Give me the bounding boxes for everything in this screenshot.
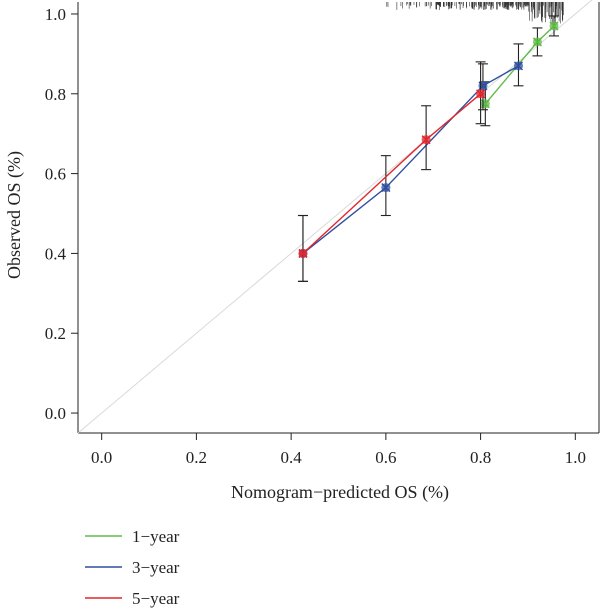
series-3-cross-marker xyxy=(298,248,308,258)
y-tick-label: 0.4 xyxy=(45,244,67,263)
x-tick-label: 0.6 xyxy=(375,448,396,467)
x-tick-label: 1.0 xyxy=(565,448,586,467)
ideal-reference-line xyxy=(77,0,593,434)
legend-label-3-year: 3−year xyxy=(132,558,180,577)
x-axis-title: Nomogram−predicted OS (%) xyxy=(231,482,449,503)
legend-label-1-year: 1−year xyxy=(132,527,180,546)
series-1-cross-marker xyxy=(549,21,559,31)
series-3-line-segment xyxy=(425,93,482,141)
series-1-line-segment xyxy=(484,41,538,105)
legend-label-5-year: 5−year xyxy=(132,589,180,608)
series-3-line-segment xyxy=(302,139,427,254)
y-tick-label: 0.6 xyxy=(45,165,66,184)
x-tick-label: 0.8 xyxy=(470,448,491,467)
y-axis-title: Observed OS (%) xyxy=(4,151,25,279)
y-tick-label: 1.0 xyxy=(45,5,66,24)
legend: 1−year 3−year 5−year xyxy=(85,527,180,608)
series-2-cross-marker xyxy=(381,183,391,193)
y-tick-label: 0.2 xyxy=(45,324,66,343)
series-1-cross-marker xyxy=(532,37,542,47)
y-tick-label: 0.8 xyxy=(45,85,66,104)
series-2-line-segment xyxy=(302,187,387,254)
x-tick-label: 0.0 xyxy=(91,448,112,467)
x-tick-label: 0.4 xyxy=(281,448,303,467)
series-3-cross-marker xyxy=(476,89,486,99)
y-tick-label: 0.0 xyxy=(45,404,66,423)
series-3-cross-marker xyxy=(421,135,431,145)
series-2-line-segment xyxy=(385,85,484,189)
series-2-line-segment xyxy=(482,65,519,87)
series-2-cross-marker xyxy=(513,61,524,71)
plot-layer: 0.0 0.2 0.4 0.6 0.8 1.0 0.0 0.2 0.4 0.6 0.8 1.0 xyxy=(45,0,600,467)
x-tick-label: 0.2 xyxy=(186,448,207,467)
